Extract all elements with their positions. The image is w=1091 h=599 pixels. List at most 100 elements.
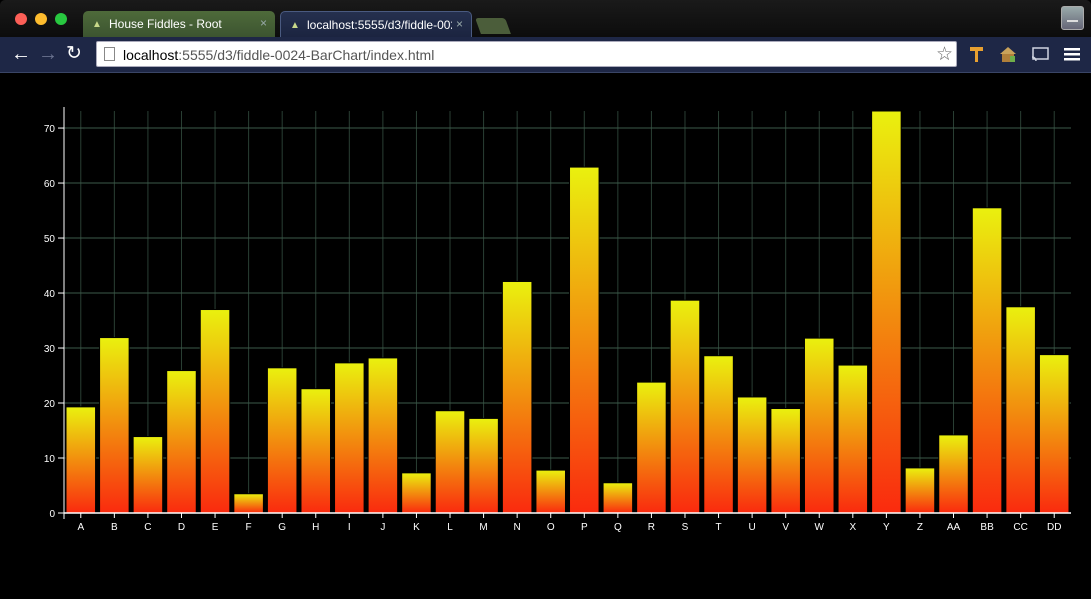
y-tick-label: 60 bbox=[44, 179, 56, 190]
page-icon bbox=[104, 47, 115, 61]
profile-button[interactable] bbox=[1061, 6, 1084, 30]
x-tick-label: P bbox=[581, 522, 588, 533]
tab-bar-chart[interactable]: ▲ localhost:5555/d3/fiddle-0024-BarChart… bbox=[280, 11, 472, 37]
bar-d bbox=[166, 370, 197, 514]
browser-toolbar: ← → ↻ localhost:5555/d3/fiddle-0024-BarC… bbox=[0, 37, 1091, 73]
close-window-button[interactable] bbox=[15, 13, 27, 25]
bar-i bbox=[334, 362, 365, 514]
house-extension-icon[interactable] bbox=[998, 44, 1018, 64]
hamburger-menu-icon[interactable] bbox=[1062, 44, 1082, 64]
x-tick-label: Y bbox=[883, 522, 890, 533]
bar-k bbox=[401, 472, 432, 514]
favicon-turtle-icon: ▲ bbox=[92, 19, 102, 30]
bar-c bbox=[132, 436, 164, 514]
bar-a bbox=[65, 406, 97, 514]
x-tick-label: Q bbox=[614, 522, 622, 533]
x-tick-label: N bbox=[514, 522, 521, 533]
bar-f bbox=[233, 493, 264, 514]
tab-close-icon[interactable]: × bbox=[455, 17, 463, 31]
favicon-turtle-icon: ▲ bbox=[290, 20, 300, 31]
cast-icon[interactable] bbox=[1030, 44, 1050, 64]
bar-w bbox=[803, 337, 835, 514]
bar-b bbox=[99, 337, 130, 514]
bar-dd bbox=[1038, 354, 1070, 514]
forward-button[interactable]: → bbox=[38, 43, 58, 65]
bar-n bbox=[501, 280, 533, 514]
bar-x bbox=[837, 364, 869, 514]
maximize-window-button[interactable] bbox=[55, 13, 67, 25]
x-tick-label: R bbox=[648, 522, 655, 533]
bar-y bbox=[871, 110, 902, 514]
bar-o bbox=[535, 469, 566, 514]
x-tick-label: AA bbox=[947, 522, 961, 533]
bar-q bbox=[602, 482, 634, 514]
tab-label: localhost:5555/d3/fiddle-0024-BarChart/i… bbox=[307, 18, 452, 32]
star-icon[interactable]: ☆ bbox=[935, 44, 953, 65]
bar-chart-svg: 0 10 20 30 40 50 60 70 A B C D E F G H I J K L M N O P Q R S T U V W X Y… bbox=[44, 107, 1071, 533]
bar-e bbox=[199, 309, 231, 514]
bar-r bbox=[636, 381, 667, 514]
x-tick-label: J bbox=[380, 522, 385, 533]
bar-m bbox=[468, 417, 499, 514]
bar-chart: 0 10 20 30 40 50 60 70 A B C D E F G H I J K L M N O P Q R S T U V W X Y… bbox=[0, 73, 1091, 599]
y-tick-label: 50 bbox=[44, 234, 56, 245]
bar-bb bbox=[971, 207, 1003, 514]
bar-j bbox=[367, 357, 399, 514]
reload-button[interactable]: ↻ bbox=[66, 43, 82, 64]
bar-z bbox=[904, 467, 936, 514]
x-tick-label: E bbox=[212, 522, 219, 533]
new-tab-button[interactable] bbox=[475, 18, 511, 34]
x-tick-label: O bbox=[547, 522, 555, 533]
x-tick-label: I bbox=[348, 522, 351, 533]
tab-close-icon[interactable]: × bbox=[259, 16, 267, 30]
y-tick-label: 40 bbox=[44, 289, 56, 300]
x-tick-label: U bbox=[748, 522, 755, 533]
bars bbox=[65, 110, 1070, 514]
y-tick-label: 30 bbox=[44, 344, 56, 355]
x-tick-label: T bbox=[715, 522, 721, 533]
x-tick-label: B bbox=[111, 522, 118, 533]
minimize-window-button[interactable] bbox=[35, 13, 47, 25]
bar-h bbox=[300, 388, 332, 514]
address-bar[interactable]: localhost:5555/d3/fiddle-0024-BarChart/i… bbox=[96, 41, 957, 67]
y-tick-label: 0 bbox=[49, 509, 55, 520]
x-tick-label: X bbox=[849, 522, 856, 533]
title-bar: ▲ House Fiddles - Root × ▲ localhost:555… bbox=[0, 0, 1091, 37]
hammer-icon[interactable] bbox=[967, 44, 987, 64]
x-tick-label: W bbox=[815, 522, 825, 533]
bar-g bbox=[266, 367, 298, 514]
bar-aa bbox=[938, 434, 969, 514]
y-tick-label: 70 bbox=[44, 124, 56, 135]
x-tick-label: K bbox=[413, 522, 420, 533]
x-tick-label: L bbox=[447, 522, 453, 533]
tab-house-fiddles-root[interactable]: ▲ House Fiddles - Root × bbox=[83, 11, 275, 37]
y-tick-label: 20 bbox=[44, 399, 56, 410]
bar-cc bbox=[1005, 306, 1036, 514]
x-tick-label: F bbox=[246, 522, 252, 533]
x-tick-label: BB bbox=[980, 522, 994, 533]
axes: 0 10 20 30 40 50 60 70 A B C D E F G H I J K L M N O P Q R S T U V W X Y… bbox=[44, 107, 1071, 533]
url-host: localhost bbox=[123, 47, 179, 63]
url-path: :5555/d3/fiddle-0024-BarChart/index.html bbox=[178, 47, 435, 63]
y-tick-label: 10 bbox=[44, 454, 56, 465]
x-tick-label: V bbox=[782, 522, 789, 533]
x-tick-label: M bbox=[479, 522, 487, 533]
x-tick-label: D bbox=[178, 522, 185, 533]
x-tick-label: H bbox=[312, 522, 319, 533]
x-tick-label: CC bbox=[1013, 522, 1027, 533]
tab-label: House Fiddles - Root bbox=[109, 17, 222, 31]
bar-v bbox=[770, 408, 801, 514]
url-text[interactable]: localhost:5555/d3/fiddle-0024-BarChart/i… bbox=[123, 47, 434, 63]
bar-p bbox=[569, 166, 600, 514]
bar-l bbox=[434, 410, 466, 514]
bar-s bbox=[669, 299, 701, 514]
bar-t bbox=[703, 355, 734, 514]
back-button[interactable]: ← bbox=[11, 43, 31, 65]
x-tick-label: S bbox=[682, 522, 689, 533]
bar-u bbox=[736, 396, 768, 514]
x-tick-label: C bbox=[144, 522, 151, 533]
x-tick-label: A bbox=[77, 522, 84, 533]
x-tick-label: G bbox=[278, 522, 286, 533]
x-tick-label: Z bbox=[917, 522, 923, 533]
